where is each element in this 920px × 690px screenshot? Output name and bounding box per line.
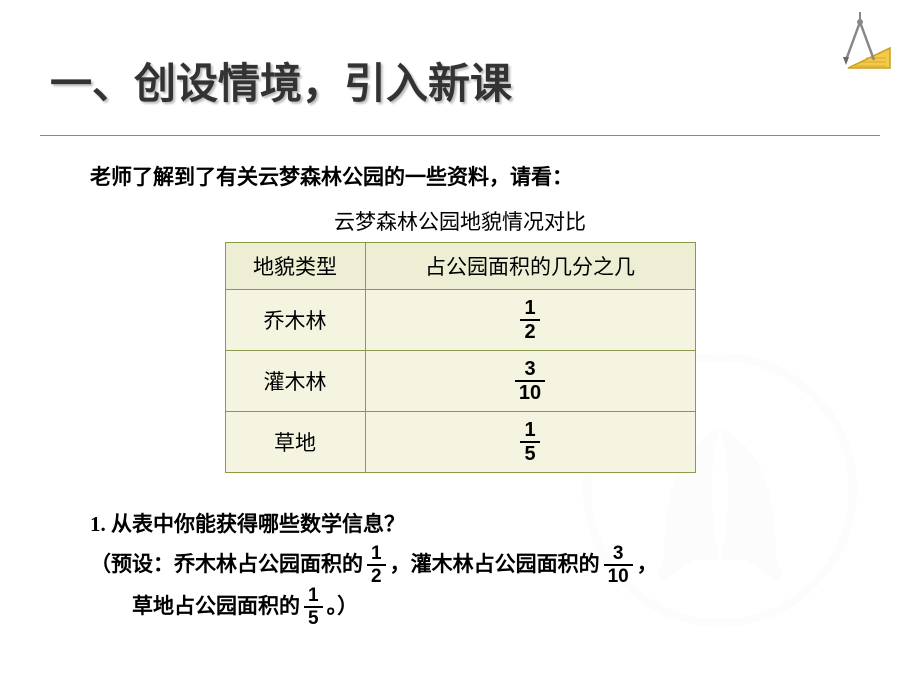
fraction-numerator: 1 [520,298,539,321]
cell-fraction: 3 10 [365,350,695,411]
intro-text: 老师了解到了有关云梦森林公园的一些资料，请看： [90,162,880,194]
cell-type: 灌木林 [225,350,365,411]
fraction: 3 10 [515,359,545,403]
table-row: 草地 1 5 [225,411,695,472]
text-segment: 草地占公园面积的 [132,587,300,627]
fraction-denominator: 10 [604,566,633,586]
question-block: 1. 从表中你能获得哪些数学信息？ （预设：乔木林占公园面积的 1 2 ，灌木林… [90,505,880,629]
fraction: 1 5 [304,586,323,628]
fraction-numerator: 3 [604,544,633,566]
fraction-denominator: 2 [367,566,386,586]
cell-fraction: 1 2 [365,289,695,350]
title-divider [40,135,880,136]
question-1: 1. 从表中你能获得哪些数学信息？ [90,505,880,545]
fraction-denominator: 5 [520,443,539,464]
fraction: 1 2 [367,544,386,586]
question-line-2: （预设：乔木林占公园面积的 1 2 ，灌木林占公园面积的 3 10 ， [90,544,880,586]
cell-type: 乔木林 [225,289,365,350]
text-segment: 。） [327,587,359,627]
fraction-numerator: 1 [367,544,386,566]
indent [90,587,132,627]
fraction-denominator: 10 [515,382,545,403]
fraction-denominator: 5 [304,608,323,628]
cell-fraction: 1 5 [365,411,695,472]
text-segment: （预设：乔木林占公园面积的 [90,545,363,585]
text-segment: ， [637,545,658,585]
cell-type: 草地 [225,411,365,472]
question-line-3: 草地占公园面积的 1 5 。） [90,586,880,628]
table-header-row: 地貌类型 占公园面积的几分之几 [225,242,695,289]
fraction-numerator: 3 [515,359,545,382]
fraction-numerator: 1 [304,586,323,608]
fraction: 3 10 [604,544,633,586]
fraction-denominator: 2 [520,321,539,342]
fraction: 1 2 [520,298,539,342]
table-caption: 云梦森林公园地貌情况对比 [40,206,880,236]
text-segment: ，灌木林占公园面积的 [390,545,600,585]
corner-decoration-icon [830,10,900,80]
fraction: 1 5 [520,420,539,464]
table-row: 灌木林 3 10 [225,350,695,411]
fraction-numerator: 1 [520,420,539,443]
table-row: 乔木林 1 2 [225,289,695,350]
header-type: 地貌类型 [225,242,365,289]
slide-title: 一、创设情境，引入新课 [50,50,880,111]
terrain-table: 地貌类型 占公园面积的几分之几 乔木林 1 2 灌木林 3 10 草地 [225,242,696,473]
header-fraction: 占公园面积的几分之几 [365,242,695,289]
